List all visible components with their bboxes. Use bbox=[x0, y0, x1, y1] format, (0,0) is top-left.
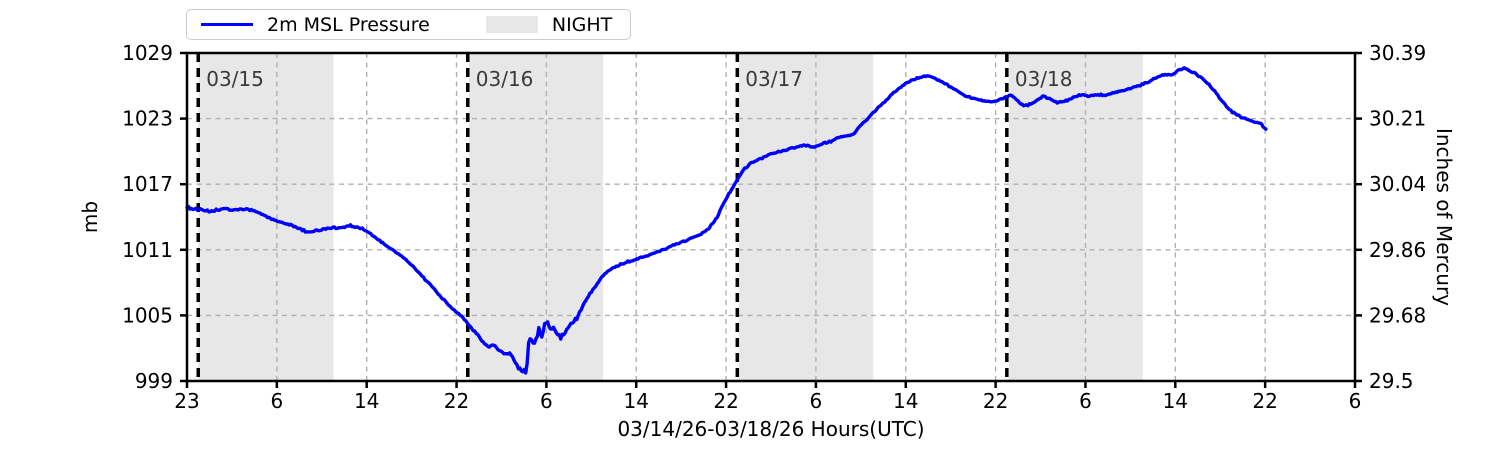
chart-legend: 2m MSL Pressure NIGHT bbox=[186, 9, 632, 40]
x-tick-label: 22 bbox=[983, 389, 1008, 413]
y-tick-label-left: 1029 bbox=[122, 41, 173, 65]
legend-pressure-label: 2m MSL Pressure bbox=[267, 13, 430, 36]
legend-item-night: NIGHT bbox=[485, 13, 613, 36]
night-band bbox=[468, 53, 604, 381]
x-tick-label: 14 bbox=[624, 389, 649, 413]
y-tick-label-right: 29.68 bbox=[1369, 303, 1426, 327]
x-tick-label: 14 bbox=[354, 389, 379, 413]
y-tick-label-left: 999 bbox=[135, 369, 173, 393]
y-axis-label-left: mb bbox=[78, 201, 102, 233]
y-axis-label-right: Inches of Mercury bbox=[1432, 128, 1456, 306]
legend-line-swatch bbox=[201, 23, 253, 26]
x-tick-label: 6 bbox=[270, 389, 283, 413]
legend-night-swatch bbox=[485, 16, 538, 33]
x-tick-label: 6 bbox=[810, 389, 823, 413]
y-tick-label-left: 1023 bbox=[122, 107, 173, 131]
x-tick-label: 22 bbox=[444, 389, 469, 413]
x-tick-label: 14 bbox=[893, 389, 918, 413]
y-tick-label-left: 1005 bbox=[122, 303, 173, 327]
night-bands bbox=[198, 53, 1143, 381]
x-tick-label: 6 bbox=[1079, 389, 1092, 413]
y-tick-label-left: 1011 bbox=[122, 238, 173, 262]
date-label: 03/18 bbox=[1015, 67, 1073, 91]
x-tick-label: 6 bbox=[1349, 389, 1362, 413]
x-tick-label: 14 bbox=[1163, 389, 1188, 413]
x-axis-label: 03/14/26-03/18/26 Hours(UTC) bbox=[617, 417, 924, 441]
date-label: 03/15 bbox=[206, 67, 264, 91]
pressure-line bbox=[185, 66, 1268, 375]
x-tick-label: 6 bbox=[540, 389, 553, 413]
x-tick-label: 22 bbox=[713, 389, 738, 413]
plot-border bbox=[185, 51, 1357, 383]
date-label: 03/17 bbox=[745, 67, 803, 91]
ticks-and-labels: 23 6 14 22 6 14 22 6 14 22 6 14 22 6 1029 1023 1017 1011 1… bbox=[122, 41, 1426, 413]
gridlines bbox=[187, 53, 1355, 381]
night-band bbox=[738, 53, 874, 381]
y-tick-label-right: 29.5 bbox=[1369, 369, 1414, 393]
legend-night-label: NIGHT bbox=[551, 13, 613, 36]
date-label: 03/16 bbox=[476, 67, 534, 91]
y-tick-label-right: 30.21 bbox=[1369, 107, 1426, 131]
y-tick-label-right: 30.04 bbox=[1369, 172, 1426, 196]
x-tick-label: 23 bbox=[174, 389, 199, 413]
y-tick-label-right: 29.86 bbox=[1369, 238, 1426, 262]
x-tick-label: 22 bbox=[1252, 389, 1277, 413]
y-tick-label-left: 1017 bbox=[122, 172, 173, 196]
night-band bbox=[1009, 53, 1143, 381]
legend-item-pressure: 2m MSL Pressure bbox=[201, 14, 430, 36]
y-tick-label-right: 30.39 bbox=[1369, 41, 1426, 65]
